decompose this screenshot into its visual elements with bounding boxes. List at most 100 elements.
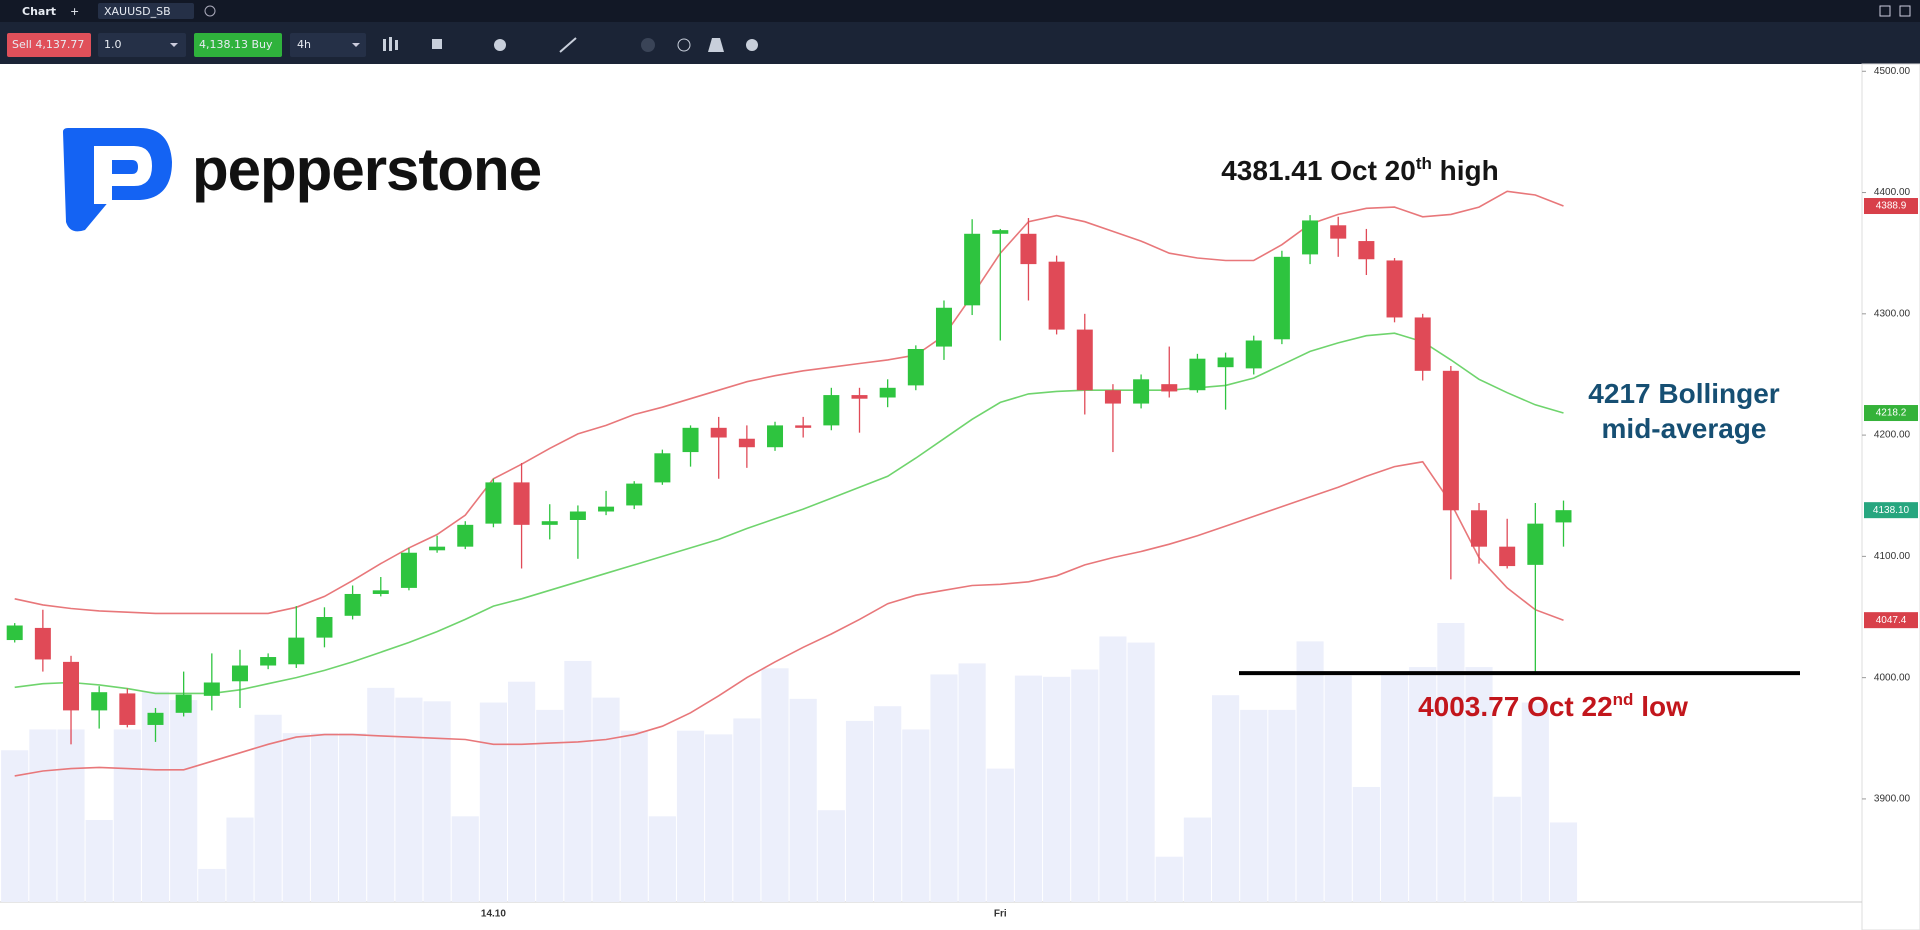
candle-body	[1555, 510, 1572, 523]
logo-text: pepperstone	[192, 136, 541, 203]
logo: pepperstone	[63, 128, 542, 232]
volume-bar	[1127, 642, 1155, 902]
candle-body	[1302, 220, 1319, 255]
candle-body	[1133, 379, 1150, 404]
y-tick-label: 4500.00	[1874, 66, 1911, 77]
volume-bar	[1268, 709, 1296, 902]
volume-bar	[1352, 786, 1380, 902]
volume-bar	[1155, 856, 1183, 902]
candle-body	[344, 593, 361, 616]
candle-body	[372, 590, 389, 594]
info-icon[interactable]	[204, 5, 216, 17]
volume-bar	[395, 697, 423, 902]
volume-bar	[85, 820, 113, 902]
annotation: 4217 Bollinger	[1588, 378, 1780, 409]
top-bar	[0, 0, 1920, 22]
y-tick-label: 4400.00	[1874, 187, 1911, 198]
price-tag: 4218.2	[1876, 408, 1907, 419]
volume-bar	[761, 668, 789, 902]
candle-body	[626, 483, 643, 506]
candle-body	[1048, 261, 1065, 330]
symbol-box[interactable]	[98, 3, 194, 19]
volume-bar	[508, 681, 536, 902]
volume-bar	[310, 733, 339, 902]
sell-price[interactable]: Sell 4,137.77	[12, 38, 84, 51]
annotation-part: th	[1416, 154, 1432, 173]
annotation-part: 4003.77 Oct 22	[1418, 691, 1613, 722]
buy-button[interactable]	[194, 33, 282, 57]
candle-body	[964, 233, 981, 306]
x-tick-label: 14.10	[481, 909, 506, 920]
y-tick-label: 4100.00	[1874, 551, 1911, 562]
volume-bar	[930, 674, 958, 902]
candle-body	[288, 637, 305, 665]
volume-bar	[592, 697, 620, 902]
volume-bar	[564, 660, 592, 902]
volume-bar	[705, 734, 733, 902]
volume-bar	[1465, 667, 1493, 902]
price-tag-bg	[1864, 502, 1918, 519]
y-tick-label: 4300.00	[1874, 308, 1911, 319]
candle-body	[63, 661, 80, 711]
volume-bar	[1240, 709, 1268, 902]
candle-body	[400, 552, 417, 588]
candle-body	[1499, 546, 1516, 567]
volume-bar	[902, 729, 930, 902]
volume-bar	[845, 720, 874, 902]
candle-body	[513, 482, 530, 525]
candle-body	[654, 453, 671, 483]
candle-body	[203, 682, 220, 696]
quantity[interactable]: 1.0	[104, 38, 122, 51]
timeframe-box[interactable]	[290, 33, 366, 57]
tab[interactable]: Chart	[22, 5, 56, 18]
timeframe[interactable]: 4h	[297, 38, 311, 51]
candle-body	[767, 425, 784, 448]
volume-bar	[1409, 667, 1437, 902]
volume-bar	[789, 698, 817, 902]
band-line	[14, 460, 1564, 777]
annotation-part: high	[1432, 155, 1499, 186]
y-tick-label: 4000.00	[1874, 672, 1911, 683]
volume-bar	[874, 706, 902, 902]
candle-body	[907, 348, 924, 386]
volume-bar	[1183, 817, 1211, 902]
add-tab[interactable]: +	[70, 5, 79, 18]
candle-body	[34, 627, 51, 660]
symbol[interactable]: XAUUSD_SB	[104, 5, 171, 18]
candle-body	[1471, 510, 1488, 547]
volume-bar	[958, 663, 986, 902]
volume-bar	[1043, 676, 1071, 902]
quantity-box[interactable]	[98, 33, 186, 57]
candle-body	[147, 712, 164, 725]
volume-bar	[29, 729, 57, 902]
window-icon[interactable]	[1899, 5, 1911, 17]
layout-icon[interactable]	[1879, 5, 1891, 17]
volume-bar	[620, 730, 648, 902]
volume-bar	[254, 714, 282, 902]
tool-icons[interactable]	[383, 37, 758, 53]
candle-body	[795, 425, 812, 428]
candle-body	[429, 546, 446, 551]
candle-body	[457, 524, 474, 547]
band-line	[14, 332, 1564, 695]
price-tag: 4388.9	[1876, 201, 1907, 212]
volume-bar	[1071, 669, 1099, 902]
candle-body	[879, 387, 896, 398]
price-tag: 4138.10	[1873, 505, 1910, 516]
candle-body	[1386, 260, 1403, 318]
volume-bar	[113, 729, 141, 902]
y-tick-label: 3900.00	[1874, 794, 1911, 805]
y-tick-label: 4200.00	[1874, 430, 1911, 441]
sell-button[interactable]	[7, 33, 91, 57]
candle-body	[1414, 317, 1431, 371]
candle-body	[485, 482, 502, 524]
annotation-part: nd	[1613, 690, 1634, 709]
buy-price[interactable]: 4,138.13 Buy	[199, 38, 273, 51]
candle-body	[1217, 357, 1234, 368]
candle-body	[119, 693, 136, 725]
volume-bar	[282, 733, 310, 902]
volume-bar	[367, 687, 395, 902]
candle-body	[569, 511, 586, 520]
annotation: 4381.41 Oct 20th high	[1221, 154, 1499, 186]
candle-body	[1189, 358, 1206, 391]
